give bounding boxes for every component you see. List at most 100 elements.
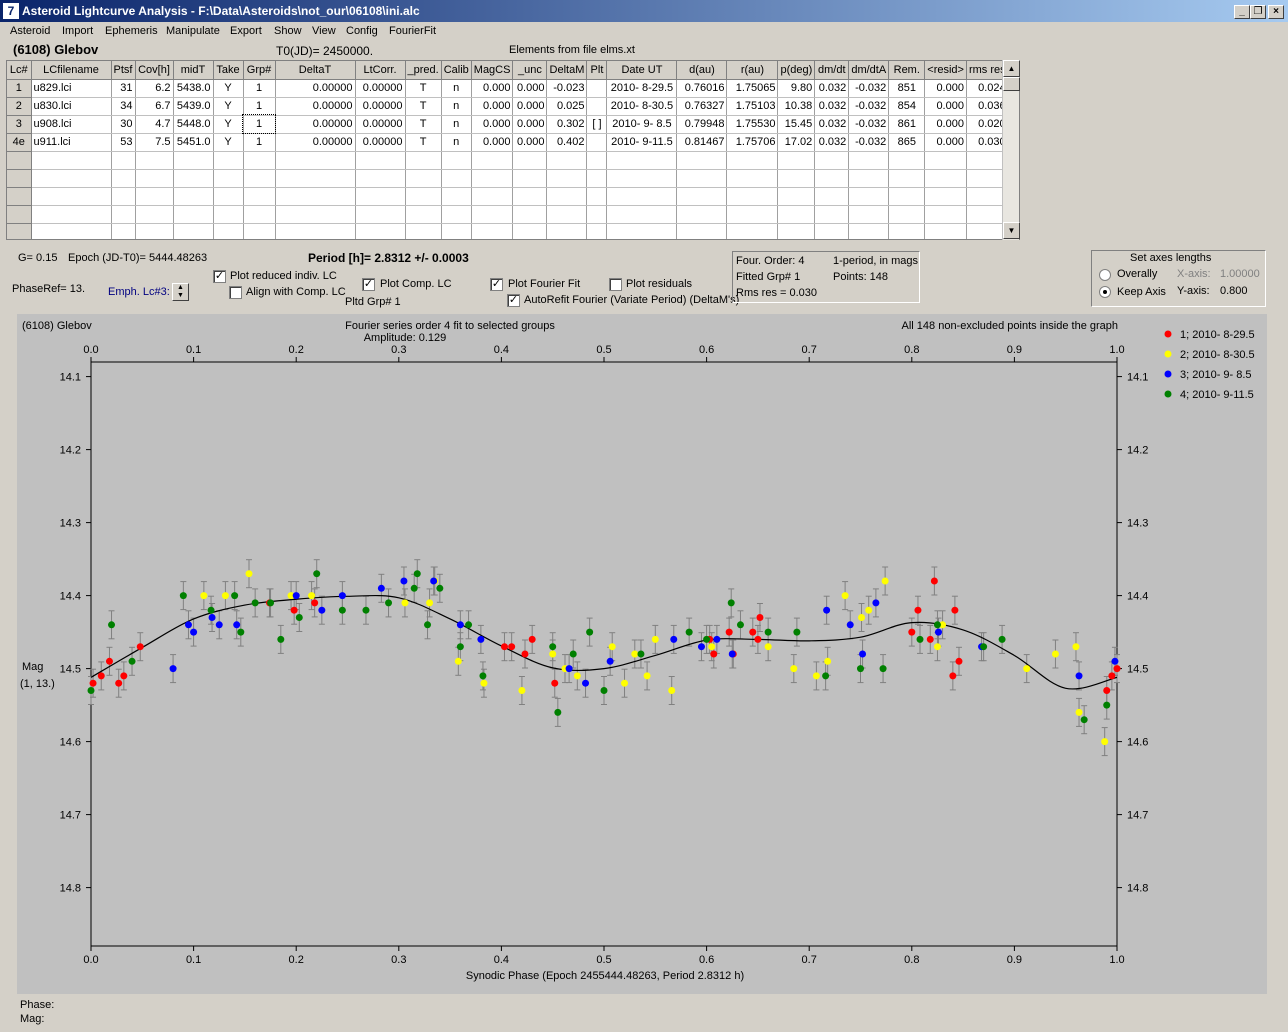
plot-reduced-checkbox[interactable]: ✓: [213, 270, 226, 283]
table-cell[interactable]: [405, 223, 442, 239]
align-comp-checkbox[interactable]: [229, 286, 242, 299]
column-header[interactable]: Grp#: [243, 61, 276, 80]
table-cell[interactable]: 4.7: [135, 115, 174, 134]
table-cell[interactable]: [441, 151, 472, 170]
table-cell[interactable]: [173, 205, 214, 224]
table-row[interactable]: [7, 223, 1009, 239]
table-cell[interactable]: [726, 187, 779, 206]
table-cell[interactable]: [405, 169, 442, 188]
table-cell[interactable]: T: [405, 115, 442, 134]
row-header[interactable]: [7, 205, 32, 224]
table-cell[interactable]: 0.000: [471, 79, 514, 98]
row-header[interactable]: 4e: [7, 133, 32, 152]
column-header[interactable]: DeltaT: [275, 61, 356, 80]
table-cell[interactable]: 1.75103: [726, 97, 779, 116]
table-cell[interactable]: [924, 205, 967, 224]
table-cell[interactable]: 0.030: [966, 133, 1009, 152]
column-header[interactable]: LCfilename: [31, 61, 112, 80]
table-cell[interactable]: [546, 151, 588, 170]
table-cell[interactable]: [213, 169, 244, 188]
table-cell[interactable]: [355, 187, 406, 206]
menu-export[interactable]: Export: [230, 25, 262, 37]
table-row[interactable]: [7, 151, 1009, 170]
table-cell[interactable]: [441, 169, 472, 188]
table-cell[interactable]: [726, 169, 779, 188]
table-cell[interactable]: [814, 187, 850, 206]
column-header[interactable]: _pred.: [405, 61, 442, 80]
row-header[interactable]: 3: [7, 115, 32, 134]
row-header[interactable]: 1: [7, 79, 32, 98]
table-cell[interactable]: 34: [111, 97, 136, 116]
table-cell[interactable]: [111, 187, 136, 206]
table-cell[interactable]: Y: [213, 79, 244, 98]
table-cell[interactable]: 0.000: [924, 133, 967, 152]
y-axis-value[interactable]: 0.800: [1220, 285, 1248, 297]
menu-fourierfit[interactable]: FourierFit: [389, 25, 437, 37]
table-cell[interactable]: [173, 223, 214, 239]
emph-lc-spinner[interactable]: ▲ ▼: [172, 283, 189, 301]
table-cell[interactable]: [471, 169, 514, 188]
table-cell[interactable]: [213, 151, 244, 170]
table-cell[interactable]: u911.lci: [31, 133, 112, 152]
table-cell[interactable]: 10.38: [777, 97, 816, 116]
table-cell[interactable]: 0.81467: [676, 133, 728, 152]
table-cell[interactable]: 0.032: [814, 97, 850, 116]
table-cell[interactable]: [ ]: [586, 115, 608, 134]
overally-radio[interactable]: [1099, 269, 1111, 281]
table-cell[interactable]: 0.00000: [355, 79, 406, 98]
table-cell[interactable]: 0.000: [471, 115, 514, 134]
table-cell[interactable]: T: [405, 97, 442, 116]
table-cell[interactable]: [441, 205, 472, 224]
column-header[interactable]: rms res: [966, 61, 1009, 80]
column-header[interactable]: Calib: [441, 61, 472, 80]
table-cell[interactable]: 0.76016: [676, 79, 728, 98]
menu-ephemeris[interactable]: Ephemeris: [105, 25, 158, 37]
table-cell[interactable]: [676, 223, 728, 239]
table-cell[interactable]: [546, 169, 588, 188]
table-cell[interactable]: [405, 205, 442, 224]
grid-scrollbar[interactable]: ▲ ▼: [1002, 60, 1020, 240]
table-cell[interactable]: u829.lci: [31, 79, 112, 98]
table-cell[interactable]: [213, 223, 244, 239]
table-cell[interactable]: [586, 97, 608, 116]
table-row[interactable]: [7, 205, 1009, 224]
table-cell[interactable]: 1: [243, 133, 276, 152]
table-cell[interactable]: 6.7: [135, 97, 174, 116]
table-cell[interactable]: 0.036: [966, 97, 1009, 116]
table-cell[interactable]: [586, 169, 608, 188]
autorefit-checkbox[interactable]: ✓: [507, 294, 520, 307]
table-cell[interactable]: [135, 187, 174, 206]
table-cell[interactable]: [441, 223, 472, 239]
plot-residuals-checkbox[interactable]: [609, 278, 622, 291]
table-cell[interactable]: u830.lci: [31, 97, 112, 116]
column-header[interactable]: Rem.: [888, 61, 926, 80]
table-cell[interactable]: [586, 205, 608, 224]
lightcurve-grid[interactable]: Lc# LCfilename Ptsf Cov[h] midT Take Grp# Delta…: [6, 60, 1020, 240]
plot-comp-checkbox[interactable]: ✓: [362, 278, 375, 291]
table-cell[interactable]: 0.00000: [275, 79, 356, 98]
table-cell[interactable]: 0.76327: [676, 97, 728, 116]
table-cell[interactable]: 0.000: [512, 115, 548, 134]
table-cell[interactable]: [135, 169, 174, 188]
table-cell[interactable]: [111, 205, 136, 224]
table-cell[interactable]: [275, 169, 356, 188]
table-cell[interactable]: 1: [243, 79, 276, 98]
table-cell[interactable]: [848, 205, 890, 224]
plot-svg[interactable]: (6108) Glebov Fourier series order 4 fit…: [17, 314, 1267, 994]
table-cell[interactable]: [676, 151, 728, 170]
table-cell[interactable]: 0.00000: [275, 133, 356, 152]
table-cell[interactable]: [777, 169, 816, 188]
table-cell[interactable]: [848, 151, 890, 170]
table-cell[interactable]: T: [405, 79, 442, 98]
table-cell[interactable]: 30: [111, 115, 136, 134]
table-cell[interactable]: [924, 169, 967, 188]
table-cell[interactable]: 2010- 9-11.5: [606, 133, 678, 152]
table-cell[interactable]: [676, 205, 728, 224]
table-cell[interactable]: [586, 187, 608, 206]
table-cell[interactable]: n: [441, 97, 472, 116]
table-cell[interactable]: -0.032: [848, 133, 890, 152]
table-cell[interactable]: n: [441, 133, 472, 152]
row-header[interactable]: 2: [7, 97, 32, 116]
